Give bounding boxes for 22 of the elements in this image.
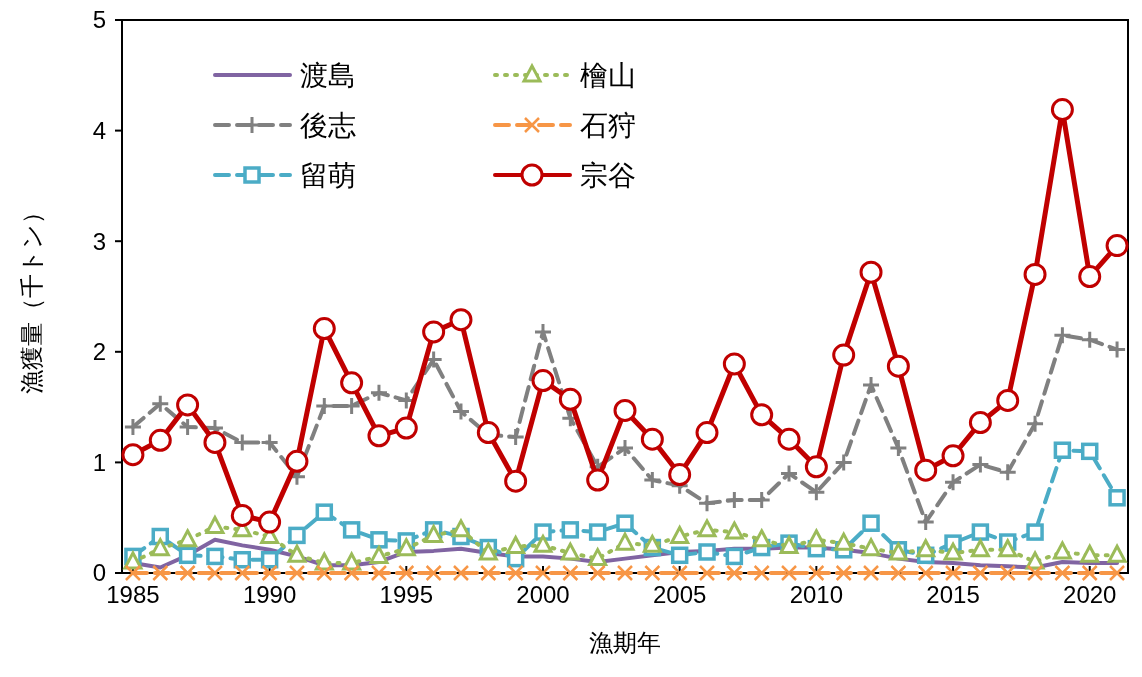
x-tick-label: 2015	[926, 581, 980, 608]
y-tick-label: 5	[92, 6, 106, 34]
x-tick-label: 2010	[789, 581, 844, 608]
y-tick-label: 2	[92, 338, 106, 366]
y-axis-title: 漁獲量（千トン）	[18, 199, 45, 394]
x-tick-label: 1995	[379, 581, 433, 608]
legend-label: 檜山	[580, 59, 636, 91]
legend-label: 留萌	[300, 159, 356, 191]
legend-label: 石狩	[580, 109, 636, 141]
legend-label: 渡島	[300, 59, 356, 91]
y-tick-label: 3	[92, 227, 106, 255]
y-tick-label: 1	[92, 448, 106, 476]
x-axis-title: 漁期年	[589, 629, 661, 656]
y-tick-label: 0	[92, 559, 106, 587]
x-tick-label: 2000	[516, 581, 570, 608]
legend-label: 宗谷	[580, 159, 636, 191]
y-tick-label: 4	[92, 117, 106, 144]
x-tick-label: 2005	[652, 581, 707, 608]
legend-label: 後志	[300, 109, 356, 141]
x-tick-label: 1990	[242, 581, 297, 608]
x-tick-label: 2020	[1063, 581, 1117, 608]
x-tick-label: 1985	[106, 581, 160, 608]
